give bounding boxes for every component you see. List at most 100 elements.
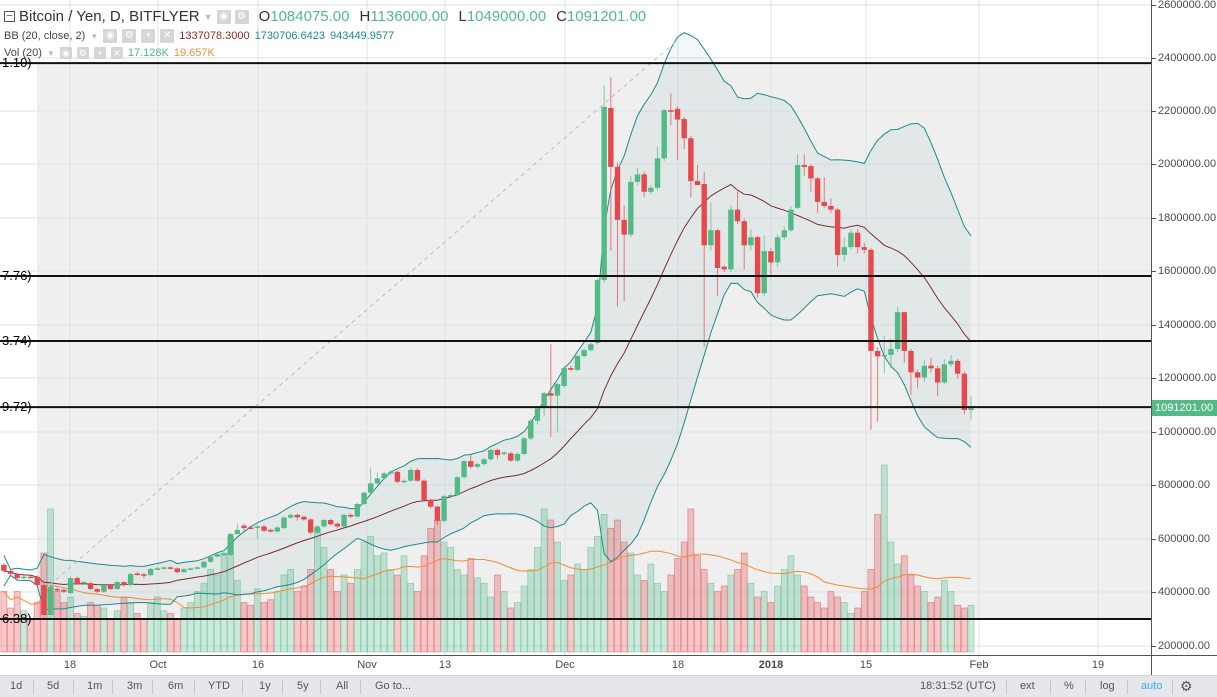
volume-bar (840, 602, 848, 653)
volume-bar (287, 569, 295, 653)
candle-body (201, 561, 207, 568)
candle-body (368, 483, 374, 493)
candle-body (908, 350, 914, 373)
volume-bar (60, 602, 68, 653)
volume-bar (387, 569, 395, 653)
price-chart[interactable] (0, 0, 1151, 655)
range-5y[interactable]: 5y (297, 680, 309, 692)
time-tick: 19 (1091, 659, 1105, 671)
range-1d[interactable]: 1d (10, 680, 23, 692)
eye-icon[interactable]: ◉ (216, 9, 231, 24)
range-ytd[interactable]: YTD (208, 680, 230, 692)
range-3m[interactable]: 3m (127, 680, 143, 692)
volume-bar (760, 591, 768, 653)
volume-bar (560, 580, 568, 653)
candle-body (221, 553, 227, 556)
volume-bar (900, 555, 908, 653)
candle-body (294, 514, 301, 518)
gear-icon[interactable]: ⚙ (76, 47, 89, 59)
trend-line[interactable] (43, 39, 678, 591)
log-toggle[interactable]: log (1100, 680, 1115, 692)
volume-bar (7, 607, 14, 653)
candle-body (688, 138, 694, 182)
time-axis[interactable]: 18 Oct 16 Nov 13 Dec 18 2018 15 Feb 19 (0, 655, 1151, 675)
candle-body (21, 576, 27, 579)
gear-icon[interactable]: ⚙ (234, 9, 249, 24)
gear-icon[interactable]: ⚙ (122, 29, 137, 43)
ohlc-open: O1084075.00 (258, 8, 350, 25)
candle-body (834, 209, 841, 255)
vol-value: 17.128K (127, 47, 169, 59)
settings-gear-icon[interactable]: ⚙ (1180, 678, 1193, 694)
volume-bar (834, 596, 841, 653)
bb-label[interactable]: BB (20, close, 2) (4, 30, 86, 42)
volume-bar (754, 596, 761, 653)
volume-bar (334, 591, 341, 653)
collapse-icon[interactable]: – (4, 11, 15, 22)
price-axis[interactable]: 2600000.00 2400000.00 2200000.00 2000000… (1151, 0, 1217, 655)
close-icon[interactable]: ✕ (110, 47, 123, 59)
volume-bar (253, 588, 261, 653)
percent-toggle[interactable]: % (1064, 680, 1074, 692)
chevron-down-icon[interactable]: ▼ (46, 48, 55, 58)
candle-body (7, 570, 14, 574)
volume-bar (460, 574, 468, 653)
volume-bar (960, 607, 968, 653)
range-all[interactable]: All (336, 680, 349, 692)
volume-bar (454, 569, 461, 653)
eye-icon[interactable]: ◉ (103, 29, 118, 43)
eye-icon[interactable]: ◉ (59, 47, 72, 59)
volume-bar (507, 607, 515, 653)
candle-body (561, 368, 567, 386)
candle-body (534, 408, 541, 421)
range-5d[interactable]: 5d (47, 680, 60, 692)
auto-toggle[interactable]: auto (1141, 680, 1163, 692)
candle-body (881, 354, 887, 357)
candle-body (588, 344, 594, 351)
clock-time[interactable]: 18:31:52 (UTC) (920, 680, 996, 692)
fib-levels[interactable] (0, 62, 1151, 620)
divider (242, 680, 243, 694)
range-1y[interactable]: 1y (259, 680, 271, 692)
candle-body (281, 517, 287, 529)
candle-body (608, 108, 614, 167)
symbol-title[interactable]: Bitcoin / Yen, D, BITFLYER (19, 8, 200, 25)
volume-bar (193, 591, 201, 653)
volume-bar (740, 552, 748, 653)
candle-body (614, 166, 621, 220)
fib-level-label: 1.10) (2, 54, 32, 70)
ext-toggle[interactable]: ext (1020, 680, 1035, 692)
range-1m[interactable]: 1m (87, 680, 103, 692)
candle-body (354, 503, 361, 517)
candle-body (594, 280, 601, 343)
volume-bar (467, 558, 475, 653)
volume-bar (647, 563, 655, 653)
vol-label[interactable]: Vol (20) (4, 47, 42, 59)
plus-icon[interactable]: + (93, 47, 106, 59)
candle-body (47, 586, 54, 615)
goto-button[interactable]: Go to... (375, 680, 412, 692)
candle-body (87, 583, 94, 590)
volume-bar (807, 596, 815, 653)
candle-body (41, 585, 47, 615)
fib-level-label: 9.72) (2, 398, 32, 414)
candle-body (734, 209, 741, 222)
volume-bar (273, 591, 281, 653)
volume-bar (153, 596, 161, 653)
volume-bar (700, 569, 708, 653)
volume-bar (354, 569, 361, 653)
candle-body (274, 527, 281, 532)
price-tick: 2400000.00 (1151, 52, 1217, 64)
close-icon[interactable]: ✕ (160, 29, 175, 43)
candle-body (174, 568, 180, 573)
chevron-down-icon[interactable]: ▼ (90, 31, 99, 41)
candle-body (654, 158, 661, 188)
candle-body (461, 461, 467, 478)
vol-ma-value: 19.657K (173, 47, 215, 59)
plus-icon[interactable]: + (141, 29, 156, 43)
candle-body (894, 312, 901, 350)
candle-body (868, 249, 874, 351)
range-6m[interactable]: 6m (168, 680, 184, 692)
volume-bar (414, 591, 421, 653)
chevron-down-icon[interactable]: ▼ (203, 11, 213, 22)
